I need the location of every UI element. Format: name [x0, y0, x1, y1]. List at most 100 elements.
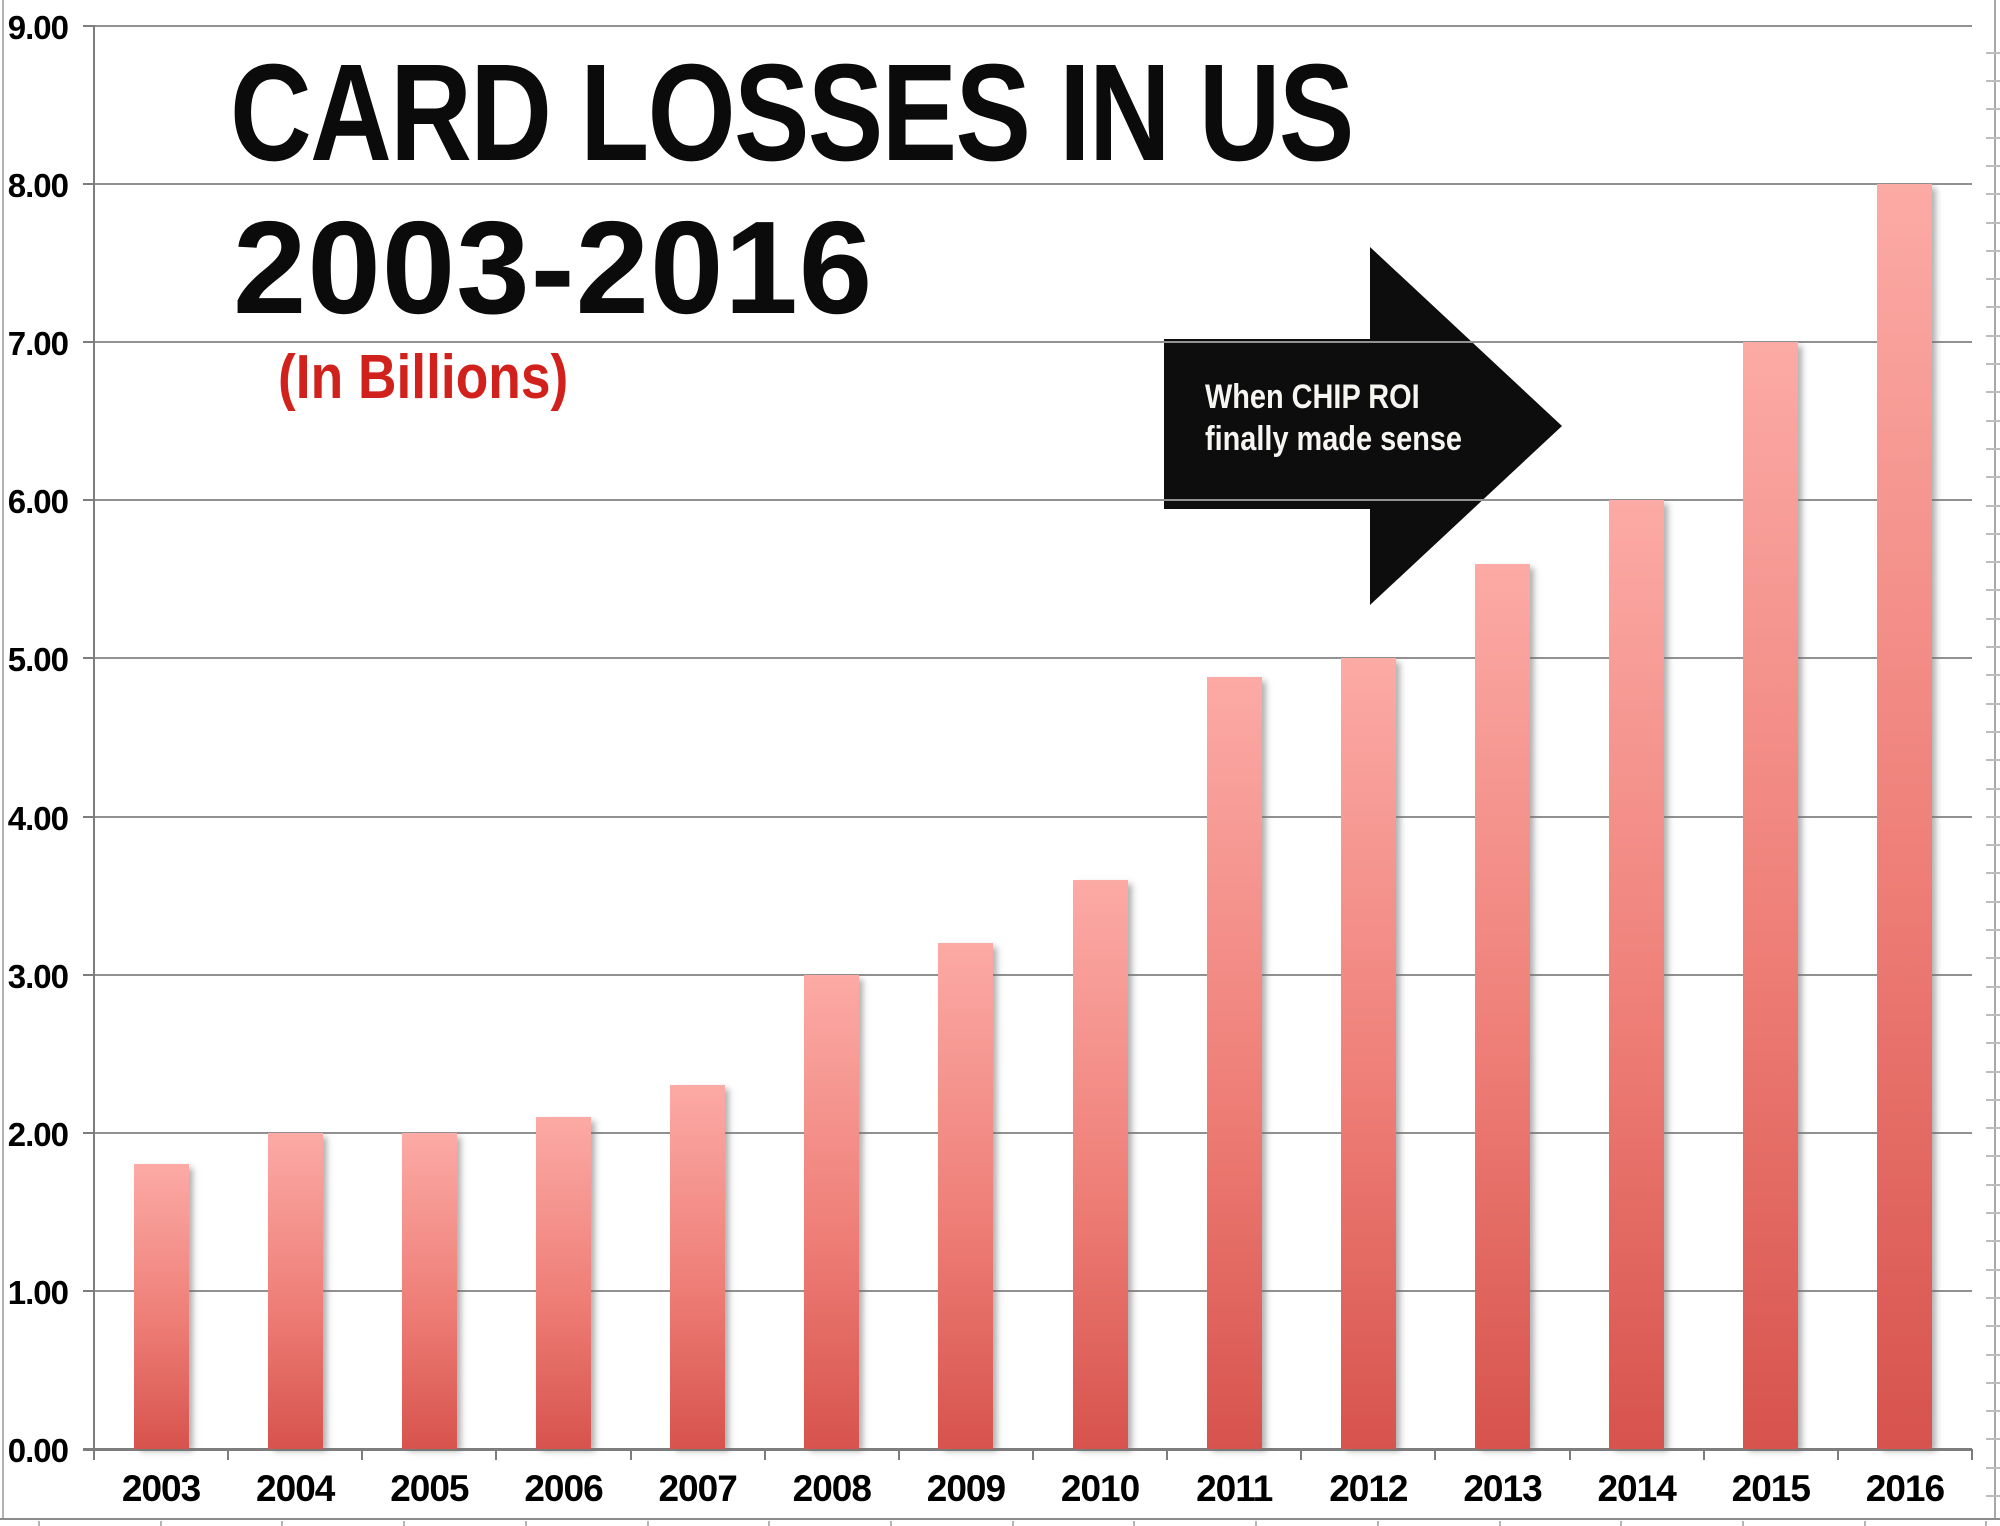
bar-2007 — [670, 1085, 726, 1449]
x-axis-label-2008: 2008 — [792, 1468, 872, 1509]
sheet-row-stub — [1986, 108, 2000, 111]
sheet-row-stub — [1986, 249, 2000, 252]
sheet-row-stub — [1986, 1240, 2000, 1243]
category-tick — [1568, 1449, 1571, 1460]
category-tick — [1032, 1449, 1034, 1460]
sheet-row-stub — [1986, 1127, 2000, 1130]
sheet-row-stub — [1986, 730, 2000, 733]
sheet-row-stub — [1986, 1353, 2000, 1356]
bar-2010 — [1072, 879, 1128, 1449]
gridline — [94, 183, 1972, 186]
sheet-column-stub — [1255, 1521, 1258, 1526]
y-tick-label: 8.00 — [7, 167, 69, 205]
bar-2009 — [938, 943, 994, 1449]
sheet-row-stub — [1986, 1495, 2000, 1497]
sheet-row-stub — [1986, 1098, 2000, 1101]
bar-2004 — [267, 1132, 323, 1449]
x-axis-label-2011: 2011 — [1196, 1468, 1273, 1509]
category-tick — [93, 1449, 95, 1460]
sheet-row-stub — [1986, 504, 2000, 507]
sheet-row-stub — [1986, 872, 2000, 875]
sheet-row-stub — [1986, 1325, 2000, 1328]
y-axis-line — [93, 25, 95, 1450]
sheet-column-stub — [1498, 1521, 1501, 1526]
gridline — [94, 973, 1972, 976]
gridline — [94, 1289, 1972, 1292]
sheet-column-stub — [281, 1521, 284, 1526]
y-tick-label: 6.00 — [7, 483, 69, 521]
sheet-row-stub — [1986, 419, 2000, 422]
sheet-column-stub — [38, 1521, 40, 1526]
bar-2016 — [1877, 184, 1933, 1449]
sheet-column-stub — [1863, 1521, 1866, 1526]
sheet-row-stub — [1986, 447, 2000, 450]
x-axis-label-2016: 2016 — [1865, 1468, 1945, 1509]
sheet-row-stub — [1986, 193, 2000, 196]
sheet-row-stub — [1986, 1042, 2000, 1045]
category-tick — [227, 1449, 230, 1460]
sheet-row-stub — [1986, 1466, 2000, 1469]
sheet-row-stub — [1986, 1296, 2000, 1299]
bar-2005 — [401, 1132, 457, 1449]
sheet-row-stub — [1986, 334, 2000, 337]
gridline — [94, 815, 1972, 818]
right-arrow-icon — [1370, 247, 1562, 605]
chart-title: CARD LOSSES IN US — [230, 36, 1354, 190]
sheet-row-stub — [1986, 702, 2000, 705]
x-axis-label-2003: 2003 — [121, 1468, 201, 1509]
sheet-row-stub — [1986, 136, 2000, 139]
category-tick — [1166, 1449, 1169, 1460]
sheet-row-stub — [1986, 617, 2000, 620]
sheet-column-stub — [1741, 1521, 1744, 1526]
y-tick — [83, 341, 94, 344]
sheet-row-stub — [1986, 646, 2000, 648]
sheet-column-stub — [524, 1521, 527, 1526]
sheet-row-stub — [1986, 815, 2000, 818]
annotation-line-2: finally made sense — [1205, 420, 1463, 458]
sheet-row-stub — [1986, 164, 2000, 167]
sheet-row-stub — [1986, 391, 2000, 394]
category-tick — [763, 1449, 766, 1460]
category-tick — [361, 1449, 364, 1460]
sheet-row-stub — [1986, 1212, 2000, 1214]
gridline — [94, 1131, 1972, 1134]
gridline — [94, 657, 1972, 660]
sheet-row-stub — [1986, 957, 2000, 960]
y-tick-label: 7.00 — [7, 325, 69, 363]
y-tick — [83, 183, 94, 186]
sheet-row-stub — [1986, 1183, 2000, 1186]
sheet-row-stub — [1986, 306, 2000, 309]
chart-subtitle: 2003-2016 — [233, 194, 874, 341]
sheet-column-stub — [646, 1521, 649, 1526]
sheet-column-stub — [1620, 1521, 1623, 1526]
sheet-column-stub — [1133, 1521, 1136, 1526]
y-tick — [83, 657, 94, 660]
x-axis-label-2012: 2012 — [1329, 1468, 1408, 1509]
sheet-row-stub — [1986, 1155, 2000, 1158]
bar-2012 — [1340, 658, 1396, 1449]
y-tick-label: 5.00 — [7, 641, 69, 679]
sheet-row-stub — [1986, 51, 2000, 54]
sheet-column-stub — [1011, 1521, 1014, 1526]
y-tick-label: 0.00 — [7, 1432, 69, 1469]
units-note: (In Billions) — [278, 343, 569, 412]
y-tick — [83, 815, 94, 818]
sheet-row-stub — [1986, 278, 2000, 281]
x-axis-label-2005: 2005 — [390, 1468, 469, 1509]
gridline — [94, 499, 1972, 502]
sheet-row-stub — [1986, 1070, 2000, 1073]
sheet-row-stub — [1986, 363, 2000, 365]
category-tick — [495, 1449, 498, 1460]
sheet-row-stub — [1986, 1410, 2000, 1413]
bar-2008 — [804, 974, 860, 1449]
sheet-row-stub — [1986, 221, 2000, 224]
x-axis-line — [83, 1448, 1972, 1451]
category-tick — [1971, 1449, 1973, 1460]
category-tick — [1836, 1449, 1839, 1460]
sheet-column-stub — [403, 1521, 406, 1526]
sheet-row-stub — [1986, 561, 2000, 564]
category-tick — [1434, 1449, 1437, 1460]
chip-roi-arrow-body — [1164, 339, 1371, 509]
category-tick — [629, 1449, 632, 1460]
